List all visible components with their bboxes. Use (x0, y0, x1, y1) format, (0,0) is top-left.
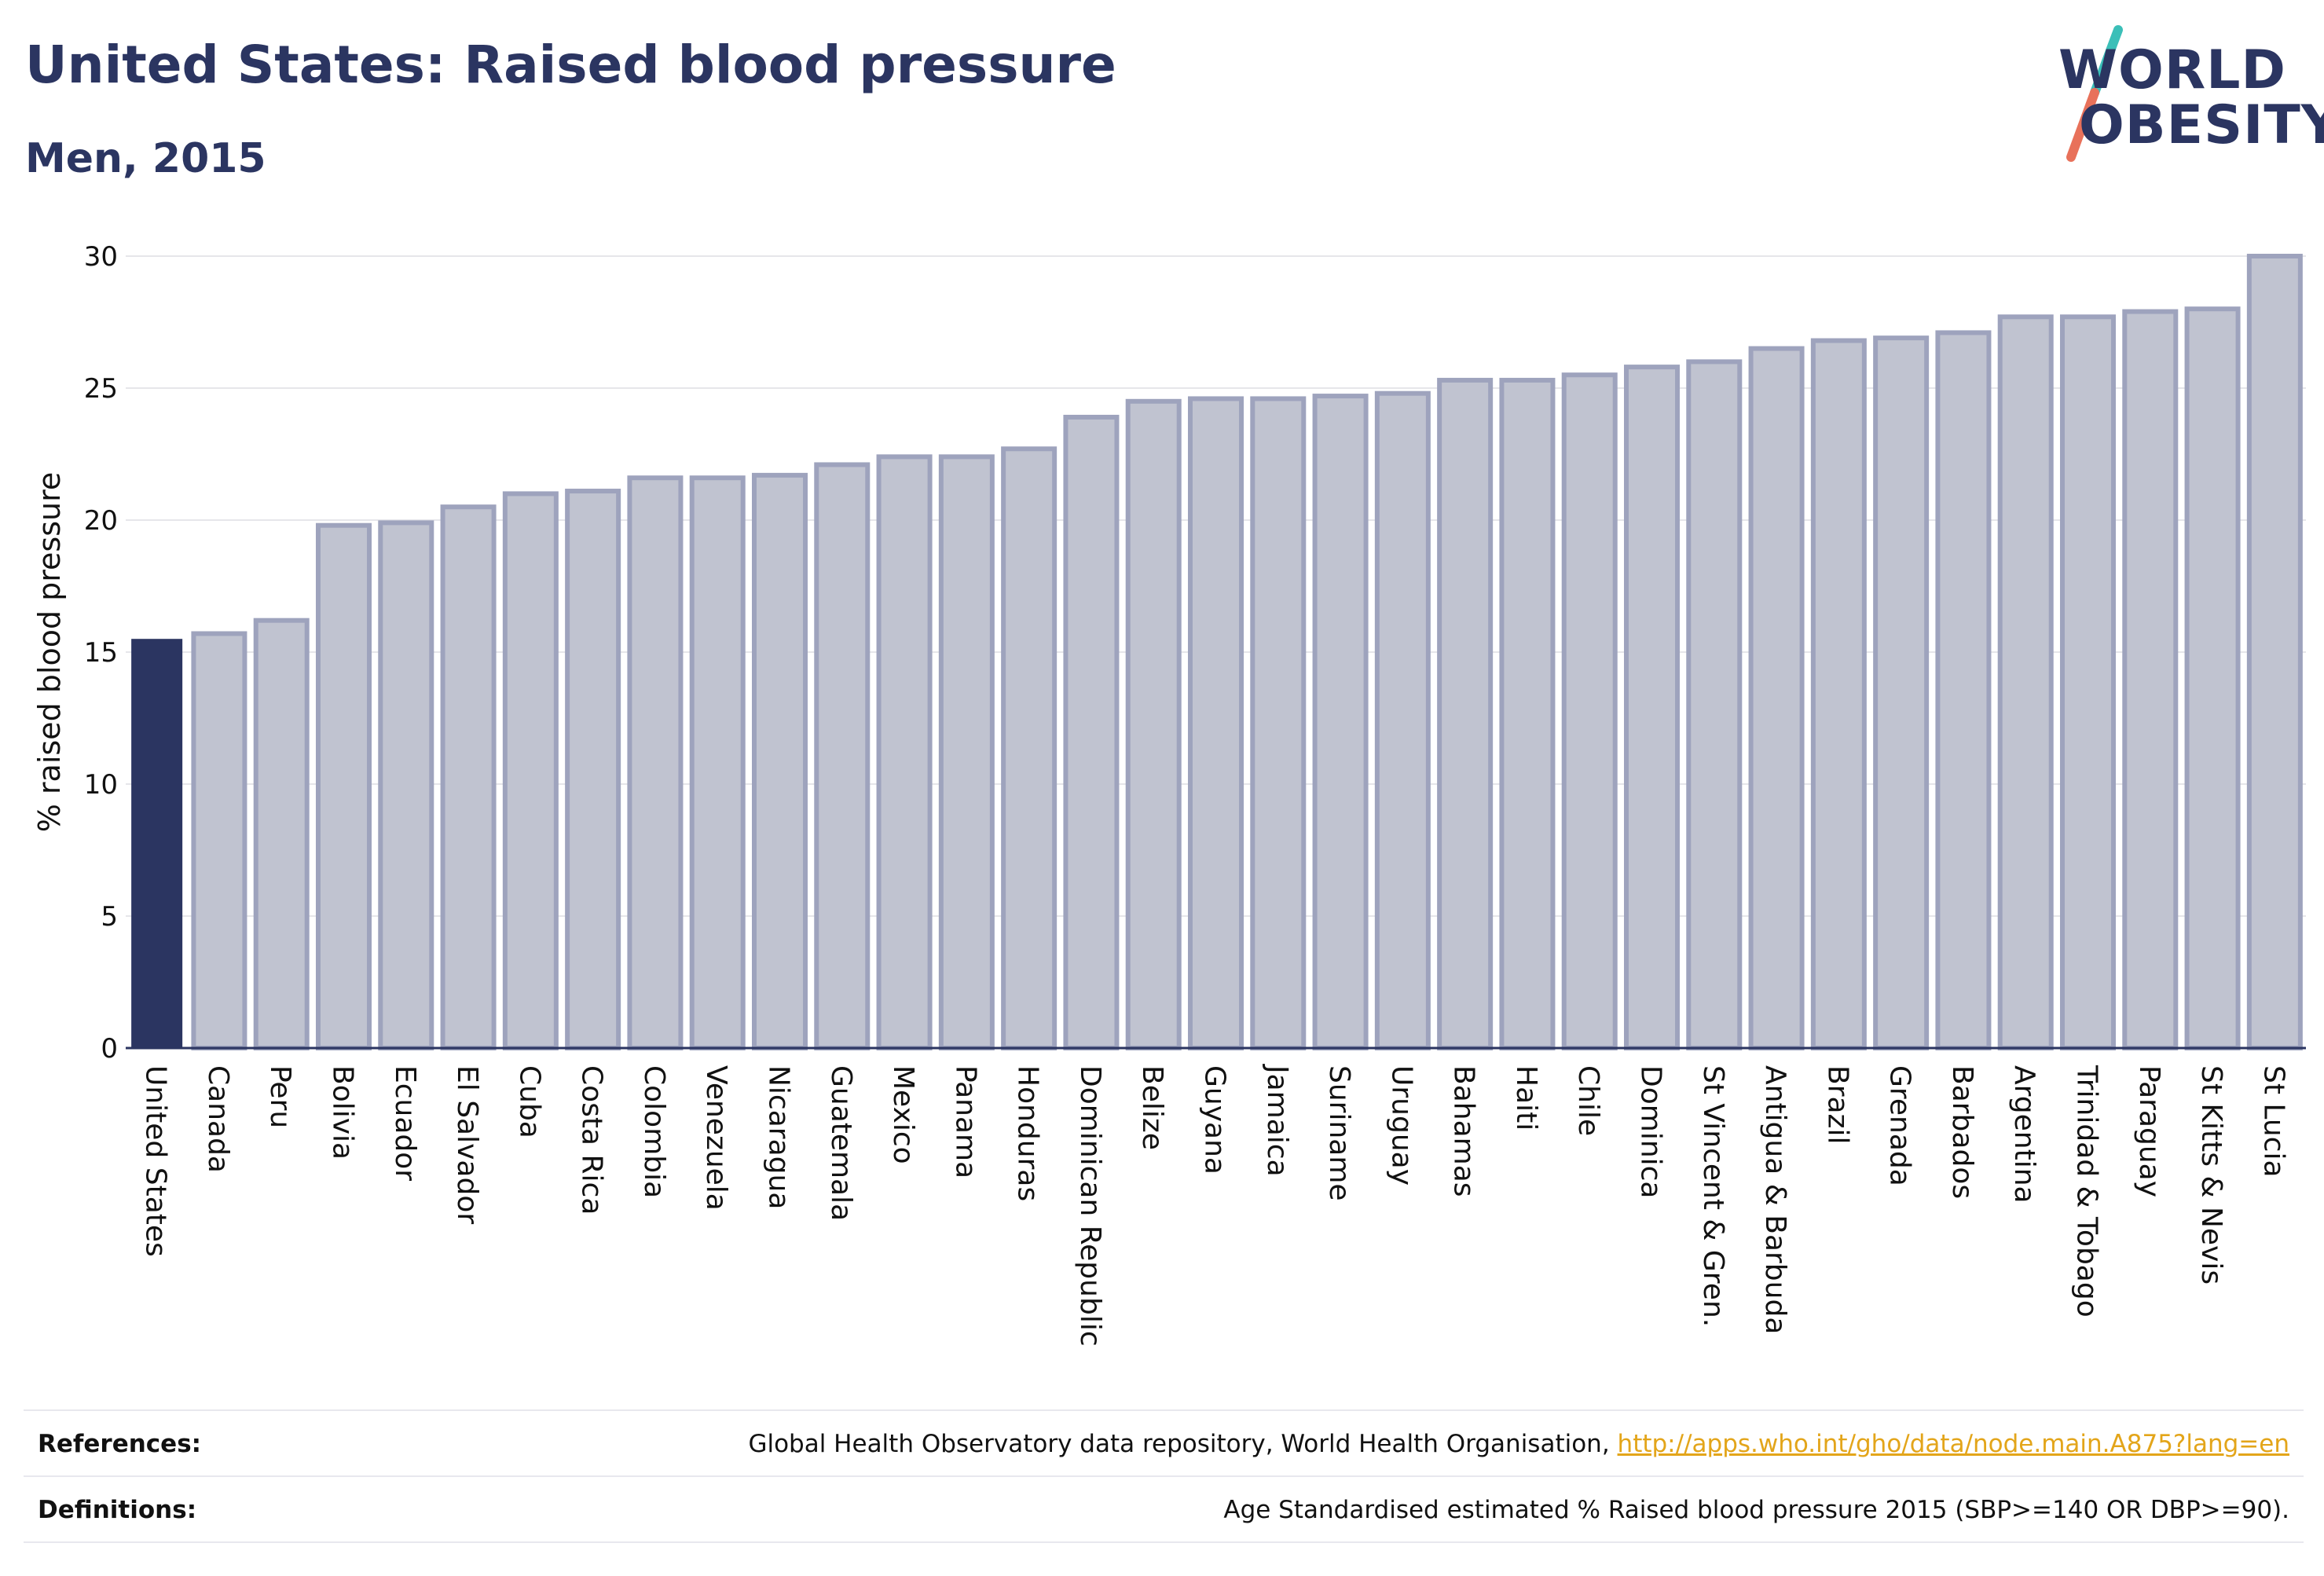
bar-st-kitts-nevis[interactable] (2184, 306, 2241, 1050)
logo-slash-icon (2066, 25, 2123, 162)
bar-antigua-barbuda[interactable] (1748, 346, 1805, 1051)
y-tick-label: 25 (84, 373, 118, 405)
bar-ecuador[interactable] (378, 520, 434, 1050)
definitions-label: Definitions: (38, 1496, 197, 1524)
x-tick-label: Brazil (1821, 1065, 1853, 1144)
bar-dominica[interactable] (1623, 365, 1681, 1050)
bar-canada[interactable] (191, 631, 247, 1050)
bar-grenada[interactable] (1873, 335, 1930, 1051)
bar-venezuela[interactable] (689, 475, 746, 1050)
logo-line-1: WORLD (2058, 39, 2286, 101)
bar-st-vincent-gren-[interactable] (1686, 359, 1743, 1050)
bar-bahamas[interactable] (1437, 377, 1494, 1051)
x-tick-label: Cuba (513, 1065, 545, 1138)
references-value: Global Health Observatory data repositor… (748, 1430, 2289, 1458)
bar-el-salvador[interactable] (440, 504, 497, 1050)
references-row: References: Global Health Observatory da… (24, 1409, 2304, 1477)
chart-title: United States: Raised blood pressure (25, 35, 1116, 95)
references-label: References: (38, 1430, 202, 1458)
y-tick-label: 5 (101, 901, 118, 933)
x-tick-label: Guyana (1199, 1065, 1231, 1175)
y-tick-label: 20 (84, 505, 118, 537)
x-tick-label: Dominican Republic (1074, 1065, 1106, 1347)
x-tick-label: Grenada (1884, 1065, 1916, 1186)
bar-mexico[interactable] (876, 454, 933, 1050)
bar-bolivia[interactable] (315, 522, 372, 1050)
bar-honduras[interactable] (1001, 446, 1058, 1050)
x-tick-label: Bahamas (1448, 1065, 1480, 1197)
definitions-value: Age Standardised estimated % Raised bloo… (1223, 1496, 2289, 1524)
bars (131, 254, 2303, 1051)
bar-argentina[interactable] (1997, 314, 2054, 1050)
x-tick-label: El Salvador (451, 1065, 483, 1224)
bar-dominican-republic[interactable] (1063, 414, 1120, 1050)
bar-colombia[interactable] (627, 475, 684, 1050)
x-tick-label: Venezuela (700, 1065, 732, 1211)
bar-guyana[interactable] (1187, 396, 1244, 1050)
footer-divider (24, 1541, 2304, 1543)
bar-panama[interactable] (938, 454, 995, 1050)
x-tick-label: Chile (1572, 1065, 1604, 1136)
world-obesity-logo: WORLD OBESITY (2058, 24, 2324, 165)
x-tick-label: Haiti (1510, 1065, 1542, 1131)
x-tick-label: Jamaica (1261, 1064, 1293, 1177)
x-tick-label: St Vincent & Gren. (1697, 1065, 1729, 1327)
bar-guatemala[interactable] (814, 462, 871, 1050)
x-tick-label: Trinidad & Tobago (2071, 1065, 2103, 1318)
bar-cuba[interactable] (502, 491, 559, 1050)
x-tick-label: Costa Rica (576, 1065, 608, 1215)
references-link[interactable]: http://apps.who.int/gho/data/node.main.A… (1617, 1430, 2289, 1458)
bar-costa-rica[interactable] (565, 489, 621, 1050)
x-tick-label: Nicaragua (763, 1065, 795, 1209)
x-tick-label: Peru (264, 1065, 296, 1128)
x-tick-label: Colombia (638, 1065, 670, 1198)
x-tick-label: Paraguay (2133, 1065, 2165, 1197)
x-tick-label: Argentina (2008, 1065, 2040, 1204)
definitions-row: Definitions: Age Standardised estimated … (24, 1475, 2304, 1543)
bar-united-states[interactable] (131, 639, 183, 1048)
x-tick-label: Dominica (1635, 1065, 1667, 1199)
bar-chart: 0 5 10 15 20 25 30 % raised blood pressure Unite… (32, 241, 2306, 1347)
bar-trinidad-tobago[interactable] (2059, 314, 2117, 1050)
bar-suriname[interactable] (1312, 394, 1369, 1050)
bar-barbados[interactable] (1935, 330, 1992, 1050)
bar-st-lucia[interactable] (2246, 254, 2303, 1050)
x-tick-label: Mexico (887, 1065, 919, 1164)
x-tick-label: Belize (1136, 1065, 1168, 1150)
x-tick-label: Antigua & Barbuda (1759, 1065, 1791, 1334)
bar-uruguay[interactable] (1374, 390, 1431, 1051)
bar-belize[interactable] (1125, 398, 1182, 1050)
x-tick-label: Honduras (1012, 1065, 1044, 1201)
y-tick-label: 30 (84, 241, 118, 273)
bar-nicaragua[interactable] (751, 472, 808, 1050)
y-axis-label: % raised blood pressure (32, 472, 67, 833)
x-tick-label: Panama (949, 1065, 981, 1178)
references-text: Global Health Observatory data repositor… (748, 1430, 1618, 1458)
bar-haiti[interactable] (1499, 377, 1556, 1051)
x-tick-label: United States (140, 1065, 172, 1257)
x-tick-label: Bolivia (327, 1065, 359, 1160)
logo-line-2: OBESITY (2079, 94, 2324, 156)
y-tick-label: 0 (101, 1033, 118, 1065)
x-tick-label: Guatemala (825, 1065, 857, 1221)
y-tick-label: 15 (84, 637, 118, 669)
bar-brazil[interactable] (1810, 338, 1867, 1050)
x-tick-label: Canada (202, 1065, 234, 1173)
chart-subtitle: Men, 2015 (25, 135, 266, 182)
bar-paraguay[interactable] (2122, 309, 2179, 1050)
bar-chile[interactable] (1561, 372, 1618, 1050)
x-tick-label: Suriname (1323, 1065, 1355, 1201)
bar-jamaica[interactable] (1250, 396, 1307, 1050)
x-tick-label: Ecuador (389, 1065, 421, 1181)
tick-labels: 0 5 10 15 20 25 30 % raised blood pressure Unite… (32, 241, 2289, 1347)
x-tick-label: St Lucia (2257, 1065, 2289, 1178)
x-tick-label: St Kitts & Nevis (2195, 1065, 2227, 1285)
x-tick-label: Barbados (1946, 1065, 1978, 1199)
bar-peru[interactable] (253, 618, 310, 1050)
x-tick-label: Uruguay (1385, 1065, 1417, 1186)
y-tick-label: 10 (84, 769, 118, 801)
